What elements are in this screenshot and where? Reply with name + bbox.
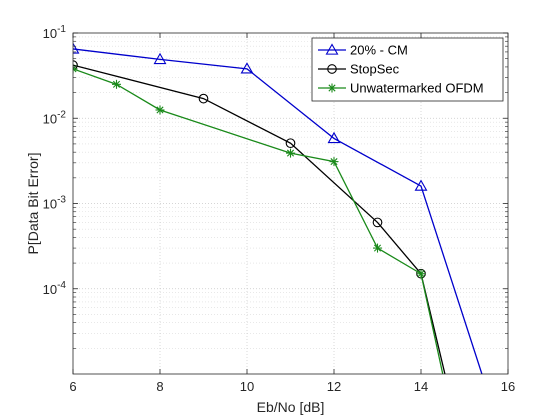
- data-point: [153, 52, 167, 65]
- data-point: [155, 105, 165, 115]
- y-tick-exponent: -4: [57, 280, 66, 291]
- x-tick-label: 16: [501, 379, 515, 394]
- data-point: [286, 148, 295, 158]
- y-tick-base: 10: [43, 111, 57, 126]
- x-tick-label: 8: [156, 379, 163, 394]
- asterisk-stroke: [73, 68, 77, 73]
- legend: 20% - CM StopSec Unwatermarked OFDM: [311, 37, 504, 102]
- data-point: [372, 217, 383, 228]
- y-tick-exponent: -3: [57, 195, 66, 206]
- legend-label: StopSec: [350, 62, 400, 77]
- asterisk-stroke: [330, 158, 338, 166]
- x-tick-label: 10: [240, 379, 254, 394]
- x-axis-label: Eb/No [dB]: [257, 399, 325, 415]
- data-point: [414, 179, 428, 191]
- y-tick-label: 10-2: [43, 109, 67, 126]
- data-point: [373, 243, 382, 253]
- asterisk-stroke: [156, 106, 164, 114]
- grid: [73, 33, 508, 374]
- legend-label: 20% - CM: [350, 43, 408, 58]
- data-point: [240, 62, 254, 74]
- y-tick-exponent: -1: [57, 24, 66, 35]
- legend-marker: [325, 43, 339, 55]
- legend-label: Unwatermarked OFDM: [350, 81, 484, 96]
- legend-marker: [327, 83, 337, 93]
- x-tick-label: 14: [414, 379, 428, 394]
- y-tick-exponent: -2: [57, 109, 66, 120]
- data-point: [73, 42, 80, 54]
- x-tick-label: 6: [69, 379, 76, 394]
- series-line: [73, 68, 444, 374]
- data-point: [285, 138, 296, 149]
- y-tick-label: 10-1: [43, 24, 67, 41]
- y-axis-label: P[Data Bit Error]: [25, 153, 41, 255]
- y-tick-base: 10: [43, 197, 57, 212]
- data-point: [416, 269, 426, 279]
- asterisk-stroke: [373, 244, 382, 252]
- data-point: [112, 79, 121, 89]
- x-tick-label: 12: [327, 379, 341, 394]
- series-line: [73, 48, 483, 374]
- y-tick-base: 10: [43, 282, 57, 297]
- series-0: [73, 42, 483, 374]
- series-2: [73, 64, 444, 374]
- legend-item: Unwatermarked OFDM: [318, 81, 484, 96]
- data-point: [73, 60, 78, 70]
- y-tick-label: 10-4: [43, 280, 67, 297]
- series-layer: [73, 42, 483, 374]
- legend-item: 20% - CM: [318, 43, 408, 58]
- asterisk-stroke: [112, 80, 121, 88]
- data-point: [327, 131, 341, 144]
- data-point: [198, 93, 209, 104]
- legend-marker: [327, 64, 337, 74]
- legend-item: StopSec: [318, 62, 400, 77]
- asterisk-stroke: [417, 270, 425, 278]
- y-tick-base: 10: [43, 26, 57, 41]
- y-tick-label: 10-3: [43, 195, 67, 212]
- asterisk-stroke: [286, 149, 295, 157]
- data-point: [329, 157, 339, 167]
- asterisk-stroke: [328, 84, 336, 92]
